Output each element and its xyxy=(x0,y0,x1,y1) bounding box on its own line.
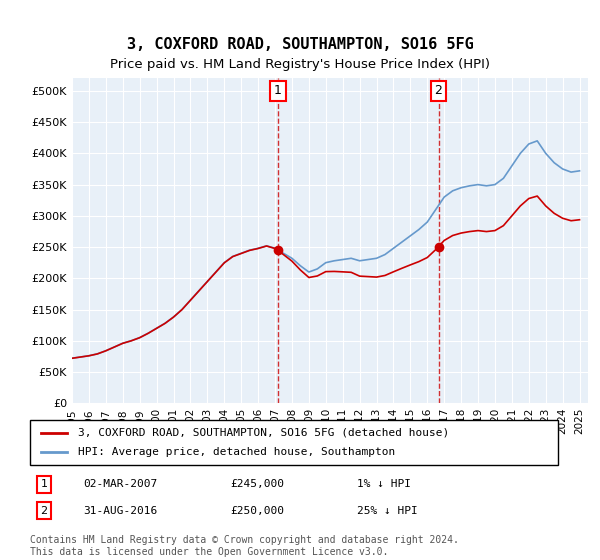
Text: 1: 1 xyxy=(41,479,47,489)
Text: 1: 1 xyxy=(274,85,282,97)
Text: 3, COXFORD ROAD, SOUTHAMPTON, SO16 5FG (detached house): 3, COXFORD ROAD, SOUTHAMPTON, SO16 5FG (… xyxy=(77,427,449,437)
Text: 31-AUG-2016: 31-AUG-2016 xyxy=(83,506,157,516)
Text: 2: 2 xyxy=(41,506,47,516)
Text: £250,000: £250,000 xyxy=(230,506,284,516)
FancyBboxPatch shape xyxy=(30,420,558,465)
Text: £245,000: £245,000 xyxy=(230,479,284,489)
Text: 3, COXFORD ROAD, SOUTHAMPTON, SO16 5FG: 3, COXFORD ROAD, SOUTHAMPTON, SO16 5FG xyxy=(127,38,473,52)
Text: 1% ↓ HPI: 1% ↓ HPI xyxy=(358,479,412,489)
Text: Price paid vs. HM Land Registry's House Price Index (HPI): Price paid vs. HM Land Registry's House … xyxy=(110,58,490,71)
Text: 02-MAR-2007: 02-MAR-2007 xyxy=(83,479,157,489)
Text: Contains HM Land Registry data © Crown copyright and database right 2024.
This d: Contains HM Land Registry data © Crown c… xyxy=(30,535,459,557)
Text: 2: 2 xyxy=(434,85,442,97)
Text: HPI: Average price, detached house, Southampton: HPI: Average price, detached house, Sout… xyxy=(77,447,395,458)
Text: 25% ↓ HPI: 25% ↓ HPI xyxy=(358,506,418,516)
